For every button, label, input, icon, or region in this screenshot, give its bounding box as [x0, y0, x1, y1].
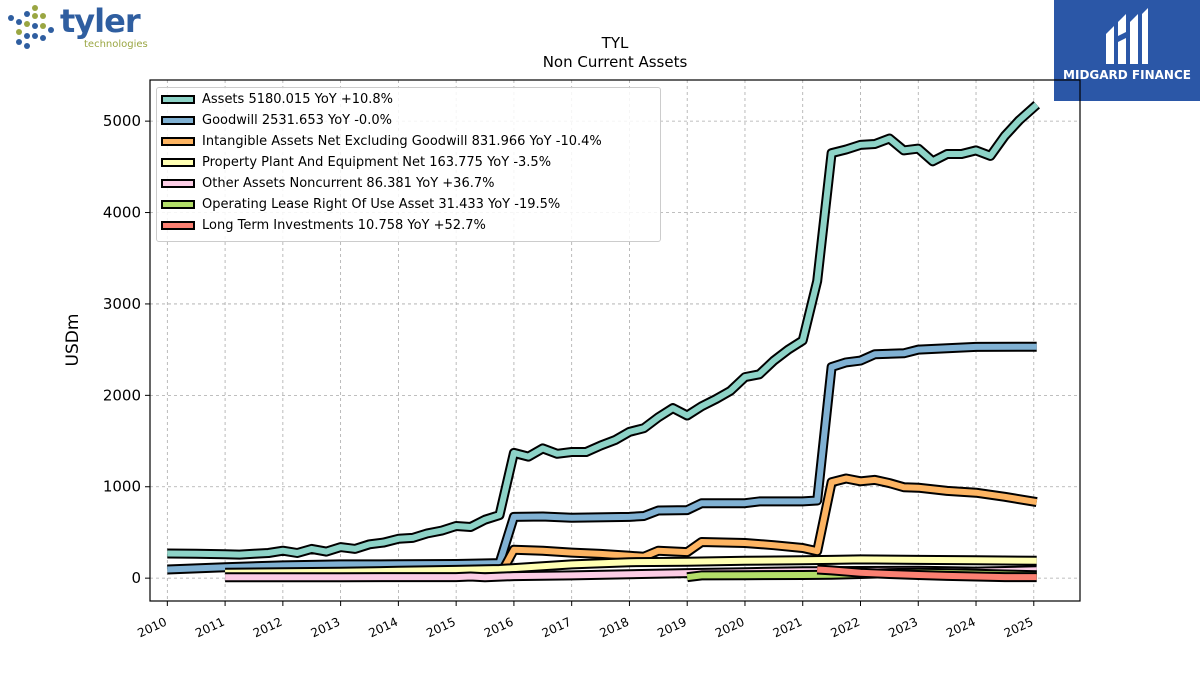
legend-item: Other Assets Noncurrent 86.381 YoY +36.7…	[161, 173, 494, 193]
series-line-outline	[167, 341, 1037, 575]
y-tick-label: 0	[131, 569, 141, 587]
x-tick-label: 2017	[540, 615, 574, 641]
x-tick-label: 2020	[713, 615, 747, 641]
chart-subtitle: Non Current Assets	[543, 53, 688, 71]
series-line	[167, 102, 1039, 558]
legend-item: Assets 5180.015 YoY +10.8%	[161, 89, 393, 109]
x-tick-label: 2012	[251, 615, 285, 641]
tyler-logo: tyler technologies	[0, 0, 160, 60]
x-tick-label: 2013	[309, 615, 343, 641]
legend-label: Assets 5180.015 YoY +10.8%	[202, 91, 394, 107]
series-line	[496, 475, 1038, 578]
y-axis-label: USDm	[63, 314, 83, 367]
legend-item: Property Plant And Equipment Net 163.775…	[161, 152, 551, 172]
legend-item: Goodwill 2531.653 YoY -0.0%	[161, 110, 392, 130]
legend-label: Intangible Assets Net Excluding Goodwill…	[202, 133, 602, 149]
chart-legend: Assets 5180.015 YoY +10.8% Goodwill 2531.…	[156, 87, 661, 242]
legend-swatch	[161, 94, 195, 104]
x-tick-label: 2024	[944, 615, 978, 641]
x-tick-label: 2018	[597, 615, 631, 641]
chart-title: TYL	[601, 34, 629, 52]
series-goodwill	[167, 341, 1037, 575]
legend-swatch	[161, 115, 195, 125]
legend-swatch	[161, 220, 195, 230]
x-tick-label: 2022	[829, 615, 863, 641]
y-tick-label: 2000	[103, 386, 141, 404]
series-line	[167, 343, 1037, 573]
legend-item: Intangible Assets Net Excluding Goodwill…	[161, 131, 602, 151]
x-tick-label: 2011	[193, 615, 227, 641]
series-property-plant-and-equipment-net	[225, 554, 1037, 578]
legend-item: Operating Lease Right Of Use Asset 31.43…	[161, 194, 560, 214]
tyler-subtitle: technologies	[84, 39, 148, 50]
plot-frame	[149, 79, 1081, 602]
tyler-wordmark: tyler	[60, 2, 141, 40]
legend-label: Property Plant And Equipment Net 163.775…	[202, 154, 552, 170]
legend-label: Long Term Investments 10.758 YoY +52.7%	[202, 217, 486, 233]
legend-swatch	[161, 178, 195, 188]
y-tick-label: 1000	[103, 478, 141, 496]
x-tick-label: 2016	[482, 615, 516, 641]
legend-label: Other Assets Noncurrent 86.381 YoY +36.7…	[202, 175, 495, 191]
legend-label: Goodwill 2531.653 YoY -0.0%	[202, 112, 392, 128]
series-assets	[167, 100, 1041, 560]
legend-swatch	[161, 199, 195, 209]
x-tick-label: 2019	[655, 615, 689, 641]
series-intangible-assets-net-excluding-goodwill	[495, 473, 1038, 579]
legend-swatch	[161, 157, 195, 167]
legend-label: Operating Lease Right Of Use Asset 31.43…	[202, 196, 561, 212]
series-long-term-investments	[816, 564, 1037, 583]
x-tick-label: 2023	[886, 615, 920, 641]
x-tick-label: 2021	[771, 615, 805, 641]
x-tick-label: 2010	[135, 615, 169, 641]
x-tick-label: 2015	[424, 615, 458, 641]
midgard-m-icon	[1106, 8, 1148, 64]
midgard-logo: MIDGARD FINANCE	[1054, 0, 1200, 101]
series-line	[225, 556, 1037, 576]
x-tick-label: 2025	[1002, 615, 1036, 641]
y-tick-label: 4000	[103, 204, 141, 222]
tyler-dots-icon	[8, 5, 54, 49]
legend-swatch	[161, 136, 195, 146]
midgard-wordmark: MIDGARD FINANCE	[1063, 68, 1191, 82]
series-line	[817, 566, 1037, 581]
legend-item: Long Term Investments 10.758 YoY +52.7%	[161, 215, 486, 235]
y-tick-label: 3000	[103, 295, 141, 313]
x-tick-label: 2014	[366, 615, 400, 641]
y-tick-label: 5000	[103, 112, 141, 130]
